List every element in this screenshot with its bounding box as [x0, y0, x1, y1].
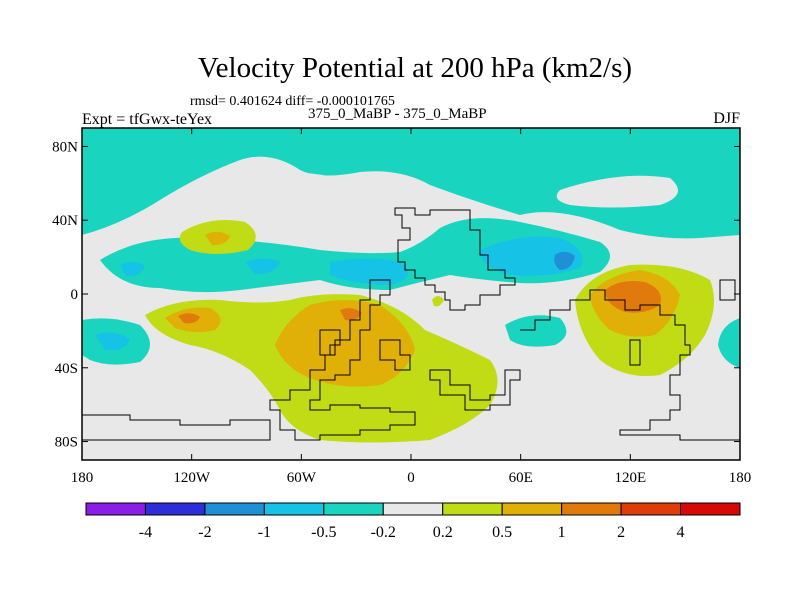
colorbar-level-label: -2 — [198, 524, 211, 541]
experiment-label: Expt = tfGwx-teYex — [82, 111, 213, 128]
colorbar-level-label: 1 — [558, 524, 566, 541]
contour-pos1-south-pacific — [178, 313, 200, 324]
contour-neg-north-band — [82, 128, 740, 239]
contour-pos1-south-atlantic — [340, 308, 362, 321]
comparison-label: 375_0_MaBP - 375_0_MaBP — [308, 106, 487, 122]
contour-pos05-north-pacific — [205, 231, 230, 246]
contour-fills — [82, 128, 740, 443]
contour-neg-south-asia — [505, 315, 567, 347]
colorbar-swatch — [204, 502, 265, 516]
colorbar-level-label: 0.2 — [433, 524, 453, 541]
colorbar-swatch — [561, 502, 622, 516]
stats-text: rmsd= 0.401624 diff= -0.000101765 — [190, 94, 395, 109]
x-axis: 180 120W 60W 0 60E 120E 180 — [71, 128, 752, 486]
contour-light-patch-north-2 — [556, 175, 678, 208]
continent-outline-south-interior-2 — [379, 339, 411, 371]
y-tick-label: 40S — [55, 361, 78, 377]
continent-outline-south-africa — [429, 369, 521, 411]
contour-neg1-asia — [554, 251, 575, 270]
continent-outlines — [82, 207, 740, 441]
colorbar-swatch — [382, 502, 444, 516]
y-tick-label: 80S — [55, 435, 78, 451]
colorbar-swatch — [442, 502, 503, 516]
colorbar-level-label: -1 — [258, 524, 271, 541]
y-axis: 80N 40N 0 40S 80S — [52, 139, 740, 451]
x-tick-label: 60W — [287, 470, 317, 486]
x-tick-label: 120W — [173, 470, 211, 486]
contour-pos05-south-atlantic — [275, 300, 415, 387]
colorbar-level-label: 4 — [677, 524, 685, 541]
continent-outline-south-polar — [82, 414, 271, 441]
colorbar-level-label: 0.5 — [492, 524, 512, 541]
colorbar: -4 -2 -1 -0.5 -0.2 0.2 0.5 1 2 4 — [85, 502, 741, 541]
x-tick-label: 180 — [71, 470, 94, 486]
chart-title: Velocity Potential at 200 hPa (km2/s) — [197, 52, 633, 84]
continent-outline-south — [269, 279, 416, 441]
x-tick-label: 0 — [407, 470, 415, 486]
colorbar-swatch — [323, 502, 384, 516]
continent-outline-south-interior — [319, 329, 341, 356]
x-tick-label: 180 — [729, 470, 752, 486]
x-tick-label: 120E — [614, 470, 646, 486]
colorbar-level-label: -0.2 — [371, 524, 396, 541]
colorbar-level-label: -0.5 — [311, 524, 336, 541]
contour-neg05-south-pacific — [95, 332, 130, 351]
contour-neg05-east-pacific — [245, 258, 280, 275]
map-plot-area: 180 120W 60W 0 60E 120E 180 80N 40N 0 40S 80S — [52, 127, 752, 486]
colorbar-swatch — [144, 502, 206, 516]
contour-light-patch-north-1 — [251, 172, 351, 213]
y-tick-label: 80N — [52, 139, 78, 155]
colorbar-swatch — [263, 502, 325, 516]
continent-outline-southeast — [520, 289, 740, 441]
contour-neg05-atlantic — [330, 258, 408, 285]
contour-neg-midlat-band — [100, 218, 610, 293]
colorbar-level-label: 2 — [617, 524, 625, 541]
y-tick-label: 40N — [52, 213, 78, 229]
colorbar-swatch — [620, 502, 682, 516]
continent-outline-east-small — [719, 279, 736, 301]
y-tick-label: 0 — [71, 287, 79, 303]
colorbar-swatch — [680, 502, 741, 516]
contour-neg05-pacific — [120, 261, 145, 277]
colorbar-level-label: -4 — [139, 524, 152, 541]
contour-neg-east-edge — [718, 318, 740, 368]
contour-pos-small-equator — [432, 296, 444, 307]
colorbar-swatch — [85, 502, 146, 516]
season-label: DJF — [713, 110, 740, 127]
continent-outline-north — [394, 207, 516, 311]
x-tick-label: 60E — [509, 470, 533, 486]
colorbar-swatch — [501, 502, 563, 516]
